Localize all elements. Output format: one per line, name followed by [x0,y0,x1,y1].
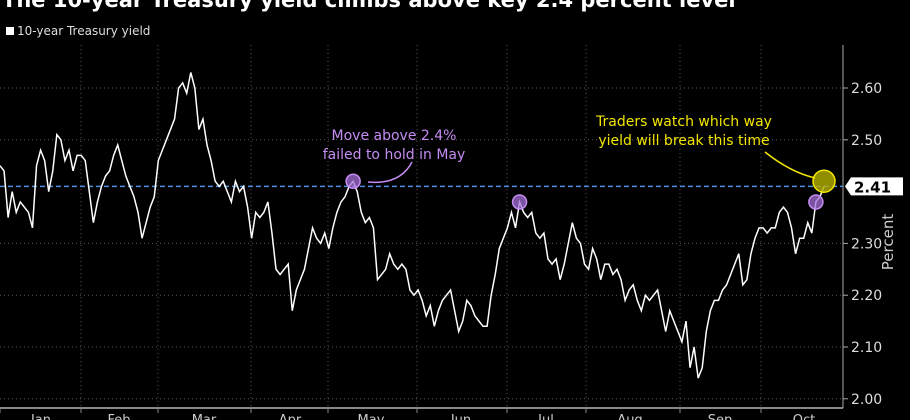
series-line [0,72,825,379]
y-tick-label: 2.20 [851,288,882,304]
y-tick-label: 2.30 [851,236,882,252]
annotation-text: failed to hold in May [323,147,466,163]
legend-label: 10-year Treasury yield [17,24,151,38]
highlight-marker [812,169,836,193]
month-label: Sep [708,413,733,420]
highlight-marker [511,194,528,210]
annotation-text: Traders watch which way [595,114,772,130]
highlight-marker [808,194,824,210]
annotation-text: Move above 2.4% [332,128,457,144]
annotation-text: yield will break this time [598,133,769,149]
reference-label-box [845,177,903,196]
month-label: Feb [107,413,130,420]
reference-label: 2.41 [854,178,891,196]
chart-title: The 10-year Treasury yield climbs above … [2,0,736,12]
y-tick-label: 2.60 [851,81,882,97]
y-tick-label: 2.50 [851,133,882,149]
y-tick-label: 2.10 [851,340,882,356]
annotation-connector [367,161,413,184]
month-label: Mar [192,413,217,420]
y-tick-label: 2.00 [851,392,882,408]
legend: 10-year Treasury yield [6,24,150,38]
highlight-marker [345,173,361,189]
month-label: Jul [537,413,554,420]
annotation-connector [764,151,816,179]
month-label: Oct [793,413,815,420]
month-label: Jun [450,413,471,420]
month-label: Aug [617,413,642,420]
month-label: May [358,413,385,420]
legend-swatch [6,27,14,35]
month-label: Jan [30,413,51,420]
month-label: Apr [279,413,302,420]
y-axis-label: Percent [879,214,897,271]
